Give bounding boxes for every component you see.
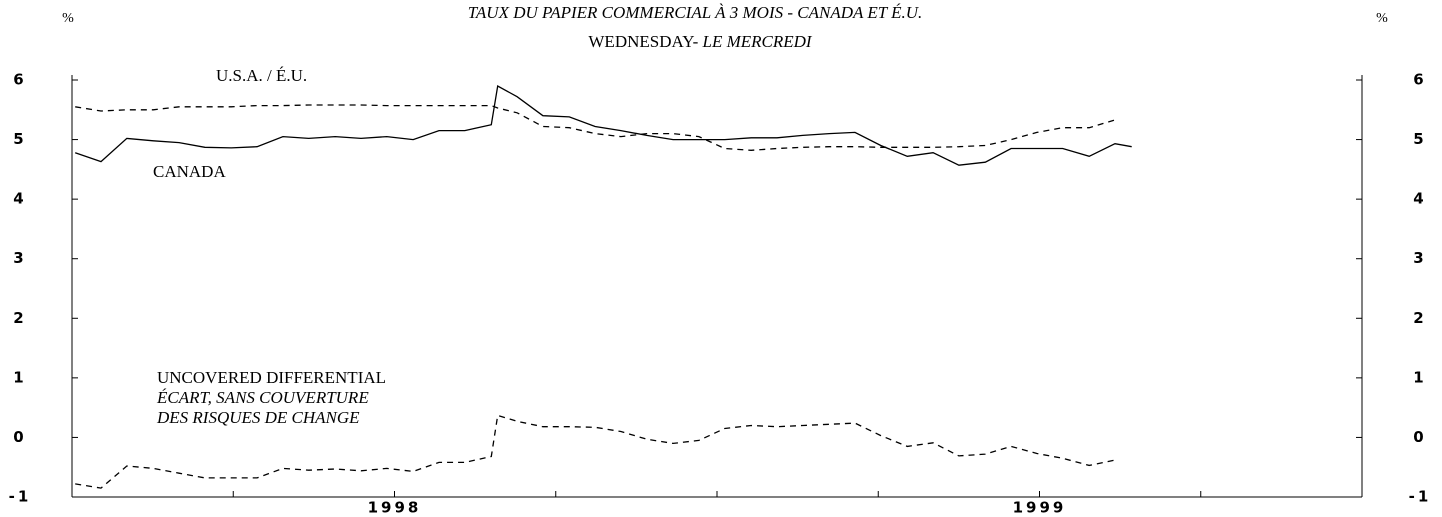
chart-title: TAUX DU PAPIER COMMERCIAL À 3 MOIS - CAN…: [468, 3, 923, 22]
y2-tick-label: 4: [1413, 190, 1426, 208]
x-tick-label: 1999: [1013, 499, 1067, 517]
y-tick-label: 0: [13, 428, 26, 446]
series-label: U.S.A. / É.U.: [216, 66, 307, 85]
x-tick-label: 1998: [368, 499, 422, 517]
subtitle-fr: LE MERCREDI: [702, 32, 813, 51]
y2-unit: %: [1376, 11, 1388, 26]
y-tick-label: -1: [9, 488, 32, 506]
y-tick-label: 1: [13, 368, 26, 386]
y-tick-label: 3: [13, 249, 26, 267]
y2-tick-label: 1: [1413, 368, 1426, 386]
y2-tick-label: 2: [1413, 309, 1426, 327]
y2-tick-label: 0: [1413, 428, 1426, 446]
y-tick-label: 4: [13, 190, 26, 208]
subtitle-en: WEDNESDAY-: [588, 32, 698, 51]
series-line: [74, 84, 1132, 166]
series-sublabel: ÉCART, SANS COUVERTURE: [156, 388, 369, 407]
series-sublabel: DES RISQUES DE CHANGE: [156, 408, 360, 427]
y-tick-label: 6: [13, 71, 26, 89]
y2-tick-label: -1: [1409, 488, 1432, 506]
y-tick-label: 2: [13, 309, 26, 327]
series-line: [75, 414, 1116, 489]
chart-subtitle: WEDNESDAY- LE MERCREDI: [588, 32, 813, 51]
y2-tick-label: 6: [1413, 71, 1426, 89]
y-tick-label: 5: [13, 130, 26, 148]
y-unit: %: [62, 11, 74, 26]
series-line: [75, 104, 1116, 151]
y2-tick-label: 5: [1413, 130, 1426, 148]
series-label: UNCOVERED DIFFERENTIAL: [157, 368, 386, 387]
series-label: CANADA: [153, 162, 226, 181]
y2-tick-label: 3: [1413, 249, 1426, 267]
